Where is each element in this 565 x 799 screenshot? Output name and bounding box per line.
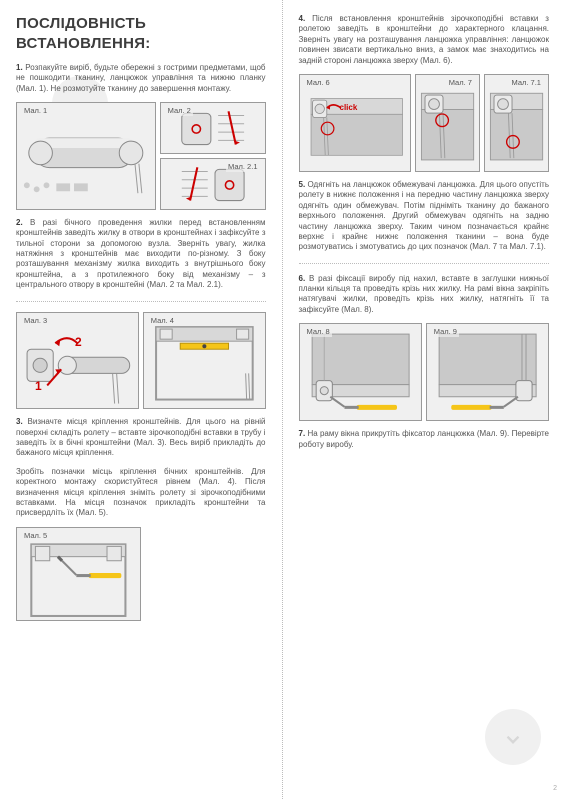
figure-row-2: Мал. 3 2 1 Мал. 4: [16, 312, 266, 410]
step-number: 1.: [16, 63, 23, 72]
step-5-text: 5. Одягніть на ланцюжок обмежувачі ланцю…: [299, 180, 550, 253]
step-1-text: 1. Розпакуйте виріб, будьте обережні з г…: [16, 63, 266, 94]
step-7-text: 7. На раму вікна прикрутіть фіксатор лан…: [299, 429, 550, 450]
step-2-body: В разі бічного проведення жилки перед вс…: [16, 218, 266, 289]
figure-label: Мал. 8: [305, 327, 332, 337]
step-5-body: Одягніть на ланцюжок обмежувачі ланцюжка…: [299, 180, 550, 251]
figure-7: Мал. 7: [415, 74, 480, 172]
right-column: 4. Після встановлення кронштейнів зірочк…: [283, 0, 565, 799]
figure-label: Мал. 6: [305, 78, 332, 88]
step-3a-text: 3. Визначте місця кріплення кронштейнів.…: [16, 417, 266, 459]
page-number: 2: [553, 784, 557, 793]
figure-9: Мал. 9: [426, 323, 549, 421]
figure-row-3: Мал. 5: [16, 527, 266, 621]
step-number: 3.: [16, 417, 23, 426]
figure-4: Мал. 4: [143, 312, 266, 410]
step-6-body: В разі фіксації виробу під нахил, вставт…: [299, 274, 550, 314]
click-label: click: [340, 103, 358, 113]
step-3b-text: Зробіть позначки місць кріплення бічних …: [16, 467, 266, 519]
step-number: 7.: [299, 429, 306, 438]
figure-1: Мал. 1: [16, 102, 156, 210]
step-4-body: Після встановлення кронштейнів зірочкопо…: [299, 14, 550, 65]
figure-8: Мал. 8: [299, 323, 422, 421]
figure-label: Мал. 2: [166, 106, 193, 116]
figure-label: Мал. 7: [447, 78, 474, 88]
divider: [16, 301, 266, 302]
figure-label: Мал. 3: [22, 316, 49, 326]
step-number: 2.: [16, 218, 23, 227]
callout-number: 1: [35, 379, 42, 395]
figure-2-1: Мал. 2.1: [160, 158, 266, 210]
step-number: 5.: [299, 180, 306, 189]
figure-label: Мал. 2.1: [226, 162, 259, 172]
step-1-body: Розпакуйте виріб, будьте обережні з гост…: [16, 63, 266, 93]
step-2-text: 2. В разі бічного проведення жилки перед…: [16, 218, 266, 291]
page: ПОСЛІДОВНІСТЬ ВСТАНОВЛЕННЯ: 1. Розпакуйт…: [0, 0, 565, 799]
step-7-body: На раму вікна прикрутіть фіксатор ланцюж…: [299, 429, 550, 448]
figure-row-5: Мал. 8 Мал. 9: [299, 323, 550, 421]
figure-2: Мал. 2: [160, 102, 266, 154]
step-4-text: 4. Після встановлення кронштейнів зірочк…: [299, 14, 550, 66]
step-3a-body: Визначте місця кріплення кронштейнів. Дл…: [16, 417, 266, 457]
figure-label: Мал. 9: [432, 327, 459, 337]
step-6-text: 6. В разі фіксації виробу під нахил, вст…: [299, 274, 550, 316]
page-title: ПОСЛІДОВНІСТЬ ВСТАНОВЛЕННЯ:: [16, 14, 266, 53]
left-column: ПОСЛІДОВНІСТЬ ВСТАНОВЛЕННЯ: 1. Розпакуйт…: [0, 0, 283, 799]
figure-3: Мал. 3 2 1: [16, 312, 139, 410]
step-number: 6.: [299, 274, 306, 283]
figure-label: Мал. 7.1: [510, 78, 543, 88]
figure-label: Мал. 1: [22, 106, 49, 116]
figure-7-1: Мал. 7.1: [484, 74, 549, 172]
figure-6: Мал. 6 click: [299, 74, 411, 172]
figure-label: Мал. 5: [22, 531, 49, 541]
figure-5: Мал. 5: [16, 527, 141, 621]
figure-row-4: Мал. 6 click Мал. 7: [299, 74, 550, 172]
step-3b-body: Зробіть позначки місць кріплення бічних …: [16, 467, 266, 518]
figure-row-1: Мал. 1 Мал. 2: [16, 102, 266, 210]
step-number: 4.: [299, 14, 306, 23]
divider: [299, 263, 550, 264]
callout-number: 2: [75, 335, 82, 351]
figure-label: Мал. 4: [149, 316, 176, 326]
